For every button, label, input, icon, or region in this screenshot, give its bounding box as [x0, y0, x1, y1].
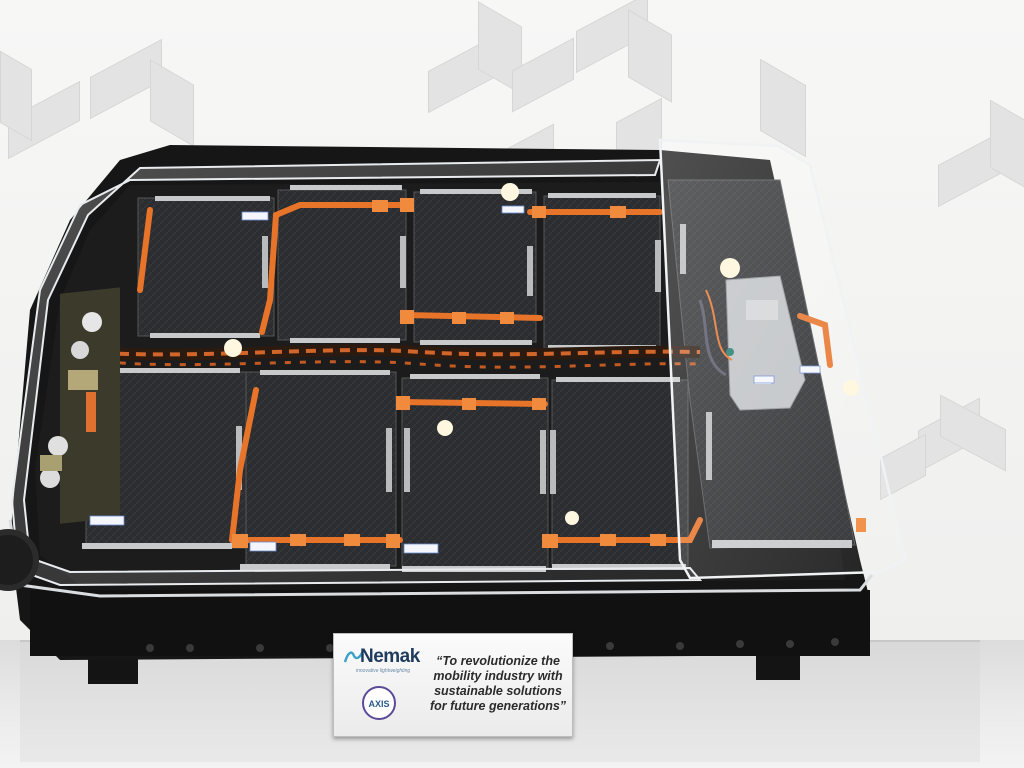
quote-line: mobility industry with: [433, 669, 563, 683]
brand-tagline: innovative lightweighting: [356, 668, 411, 674]
axis-circle-icon: AXIS: [362, 686, 396, 720]
battery-module: [543, 195, 661, 349]
busbar-connectors: [232, 198, 866, 548]
wiring-harness: [89, 358, 701, 369]
acrylic-cover-raised: [658, 138, 907, 580]
battery-module: [277, 189, 407, 341]
acrylic-cover: [10, 158, 703, 587]
rail-bolts: [146, 638, 839, 652]
quote-line: sustainable solutions: [434, 684, 562, 698]
quote-line: “To revolutionize the: [436, 654, 560, 668]
battery-module: [137, 197, 275, 337]
battery-module: [245, 371, 397, 567]
light-reflections: [224, 183, 859, 525]
mission-quote: “To revolutionize the mobility industry …: [428, 654, 568, 714]
brand-name: Nemak: [360, 646, 420, 667]
axis-badge-text: AXIS: [368, 699, 390, 709]
info-placard: Nemak innovative lightweighting AXIS “To…: [333, 633, 573, 737]
nemak-wave-icon: [344, 650, 364, 663]
wiring-harness: [84, 348, 701, 357]
quote-line: for future generations”: [429, 699, 567, 713]
side-wheel: [0, 529, 39, 591]
electronics-board: [40, 287, 120, 524]
